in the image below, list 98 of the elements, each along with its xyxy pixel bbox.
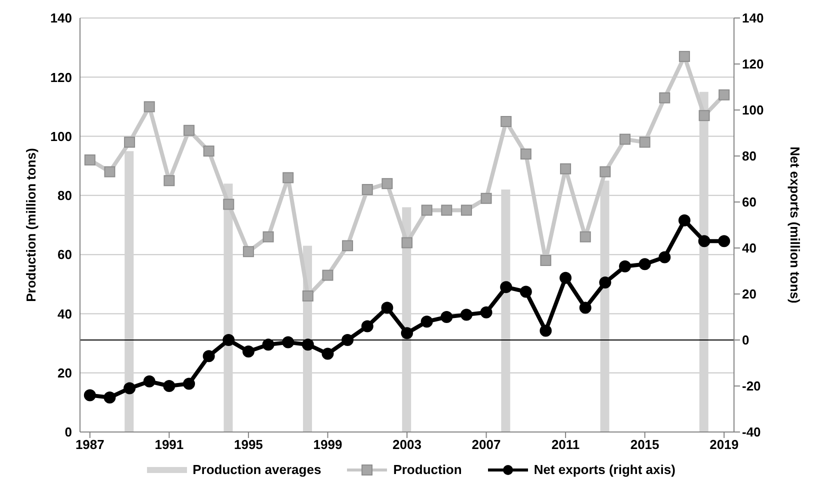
- point: [698, 235, 710, 248]
- point: [421, 204, 432, 216]
- point: [440, 311, 453, 323]
- point: [262, 231, 274, 242]
- point: [599, 276, 612, 288]
- y-tick-label: 80: [58, 188, 72, 204]
- point: [342, 240, 354, 252]
- x-tick-label: 2003: [392, 437, 422, 452]
- point: [560, 163, 572, 174]
- point: [500, 116, 512, 127]
- x-tick-label: 1987: [75, 437, 104, 452]
- point: [401, 327, 413, 340]
- point: [381, 302, 394, 314]
- y2-tick-label: 120: [742, 56, 764, 72]
- point: [282, 172, 294, 184]
- point: [480, 306, 492, 318]
- x-tick-label: 1995: [234, 437, 263, 452]
- point: [718, 89, 730, 100]
- point: [302, 290, 314, 302]
- y-tick-label: 120: [50, 70, 72, 85]
- y2-tick-label: 140: [742, 10, 764, 26]
- x-tick-label: 2019: [710, 437, 739, 452]
- x-tick-label: 2007: [472, 437, 501, 452]
- y-tick-label: 60: [58, 247, 72, 262]
- point: [520, 148, 532, 160]
- point: [322, 348, 334, 360]
- y2-tick-label: 80: [742, 148, 756, 164]
- legend-label: Net exports (right axis): [534, 462, 676, 477]
- point: [362, 184, 373, 196]
- y-tick-label: 140: [50, 10, 72, 26]
- point: [460, 308, 472, 321]
- y2-tick-label: -40: [742, 424, 761, 440]
- point: [698, 110, 710, 122]
- legend-label: Production: [393, 462, 462, 477]
- point: [203, 146, 214, 157]
- y-tick-label: 20: [58, 365, 72, 380]
- point: [441, 204, 452, 216]
- point: [262, 338, 274, 351]
- point: [184, 124, 194, 136]
- point: [560, 272, 572, 284]
- point: [580, 231, 591, 242]
- point: [678, 214, 690, 226]
- point: [163, 380, 176, 392]
- point: [639, 136, 650, 148]
- point: [600, 166, 611, 178]
- point: [480, 192, 492, 204]
- point: [579, 302, 592, 314]
- point: [658, 251, 671, 264]
- y2-tick-label: 60: [742, 194, 756, 210]
- point: [144, 101, 155, 112]
- y2-tick-label: 20: [742, 286, 756, 302]
- y-tick-label: 0: [64, 424, 72, 440]
- point: [322, 270, 334, 281]
- point: [659, 92, 670, 104]
- point: [342, 334, 354, 346]
- point: [104, 166, 116, 178]
- point: [202, 350, 215, 362]
- y2-tick-label: 0: [742, 332, 750, 348]
- point: [361, 320, 374, 332]
- x-tick-label: 2015: [630, 437, 660, 452]
- point: [638, 258, 651, 270]
- y-tick-label: 40: [58, 306, 72, 322]
- point: [164, 175, 175, 186]
- point: [460, 204, 472, 216]
- y2-tick-label: 40: [742, 240, 756, 256]
- point: [183, 378, 195, 390]
- point: [84, 389, 96, 402]
- point: [143, 375, 156, 388]
- y-tick-label: 100: [50, 128, 72, 144]
- point: [222, 334, 235, 346]
- point: [242, 346, 254, 358]
- point: [520, 286, 532, 298]
- point: [620, 134, 630, 145]
- point: [540, 324, 552, 337]
- x-tick-label: 2011: [551, 437, 580, 452]
- x-tick-label: 1999: [313, 437, 342, 452]
- y2-axis-title: Net exports (million tons): [787, 146, 802, 304]
- point: [382, 178, 393, 190]
- x-tick-label: 1991: [154, 437, 184, 452]
- point: [124, 382, 136, 394]
- point: [124, 136, 136, 148]
- point: [402, 237, 412, 248]
- point: [223, 198, 234, 210]
- point: [302, 338, 314, 351]
- y-axis-title: Production (million tons): [24, 148, 39, 302]
- y2-tick-label: 100: [742, 102, 764, 118]
- point: [282, 336, 294, 348]
- legend-label: Production averages: [192, 462, 322, 477]
- point: [242, 246, 254, 258]
- point: [619, 260, 631, 272]
- point: [420, 316, 433, 328]
- y2-tick-label: -20: [742, 378, 761, 394]
- point: [540, 254, 552, 266]
- point: [718, 235, 730, 248]
- point: [500, 281, 512, 294]
- point: [84, 154, 96, 166]
- point: [104, 392, 116, 404]
- point: [678, 50, 690, 62]
